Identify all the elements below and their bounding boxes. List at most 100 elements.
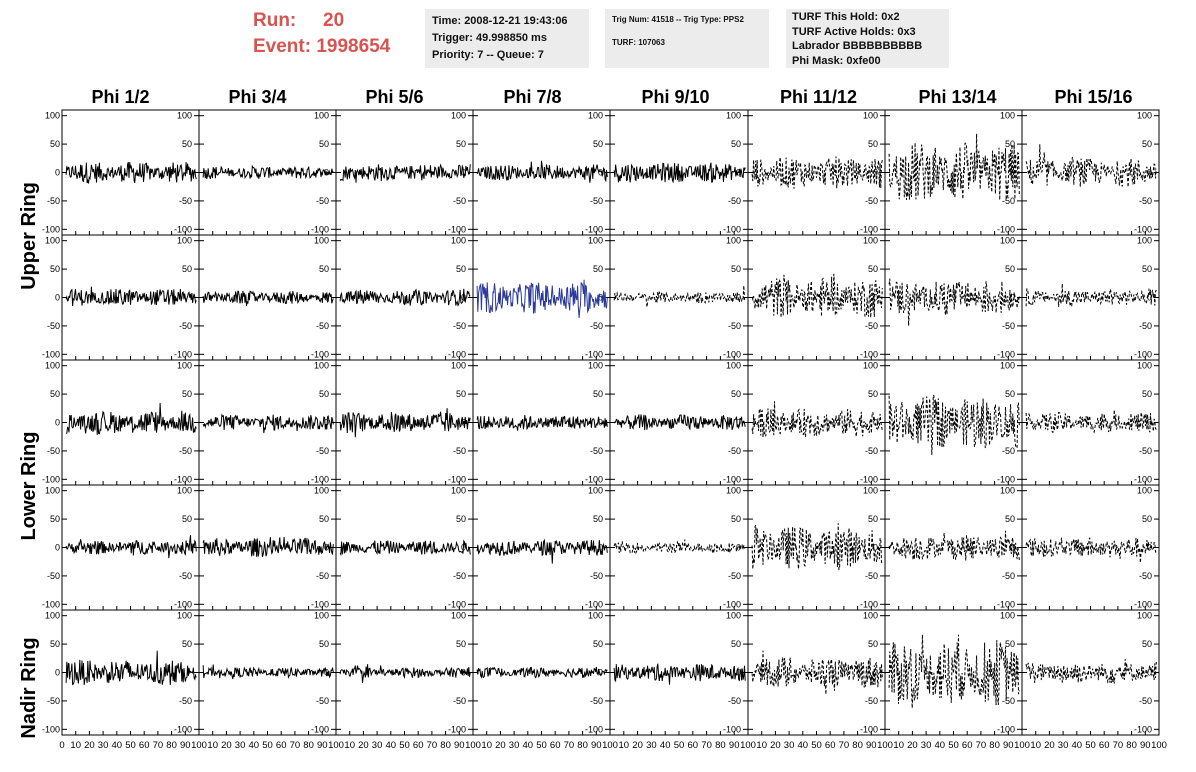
x-tick-label: 10	[70, 740, 81, 751]
x-tick-label: 100	[1151, 740, 1167, 751]
waveform-trace	[613, 539, 746, 555]
y-tick-label: -100	[723, 724, 741, 734]
y-tick-label: -50	[728, 196, 741, 206]
waveform-trace	[613, 285, 746, 308]
y-tick-label: -100	[448, 599, 466, 609]
y-tick-label: 50	[731, 139, 741, 149]
x-tick-label: 100	[1014, 740, 1030, 751]
waveform-trace	[751, 650, 883, 695]
phi-mask-text: Phi Mask: 0xfe00	[792, 54, 881, 67]
event-line: Event: 1998654	[253, 34, 390, 60]
y-tick-label: 0	[1010, 543, 1015, 553]
x-tick-label: 80	[440, 740, 451, 751]
x-tick-label: 60	[962, 740, 973, 751]
x-tick-label: 70	[701, 740, 712, 751]
y-tick-label: 50	[1005, 514, 1015, 524]
x-tick-label: 100	[740, 740, 756, 751]
x-tick-label: 40	[1072, 740, 1083, 751]
x-tick-label: 70	[153, 740, 164, 751]
y-tick-label: -50	[453, 321, 466, 331]
y-tick-label: 50	[319, 139, 329, 149]
column-header-phi-1-2: Phi 1/2	[91, 87, 150, 107]
y-tick-label: -100	[448, 349, 466, 359]
y-tick-label: -50	[1139, 196, 1152, 206]
turf-info-panel: TURF This Hold: 0x2 TURF Active Holds: 0…	[786, 9, 949, 68]
y-tick-label: 50	[1142, 139, 1152, 149]
y-tick-label: 50	[456, 639, 466, 649]
x-tick-label: 90	[454, 740, 465, 751]
y-tick-label: 50	[182, 639, 192, 649]
y-tick-label: 50	[319, 389, 329, 399]
y-tick-label: 50	[182, 389, 192, 399]
y-tick-label: 0	[873, 543, 878, 553]
y-tick-label: -50	[865, 321, 878, 331]
y-tick-label: 100	[1137, 486, 1152, 496]
x-tick-label: 90	[1140, 740, 1151, 751]
trigger-text: Trigger: 49.998850 ms	[432, 32, 547, 44]
x-tick-label: 20	[84, 740, 95, 751]
y-tick-label: -50	[453, 446, 466, 456]
column-header-phi-9-10: Phi 9/10	[641, 87, 710, 107]
time-text: Time: 2008-12-21 19:43:06	[432, 15, 568, 27]
x-tick-label: 90	[591, 740, 602, 751]
waveform-trace	[751, 523, 883, 571]
y-tick-label: 100	[177, 611, 192, 621]
y-tick-label-left: -50	[47, 571, 60, 581]
y-tick-label: -100	[1134, 599, 1152, 609]
x-tick-label: 30	[509, 740, 520, 751]
x-tick-label: 100	[877, 740, 893, 751]
y-tick-label: -100	[174, 724, 192, 734]
y-tick-label: -100	[448, 224, 466, 234]
y-tick-label: 50	[182, 264, 192, 274]
y-tick-label: -100	[311, 224, 329, 234]
labrador-text: Labrador BBBBBBBBBB	[792, 40, 923, 52]
y-tick-label: 50	[593, 639, 603, 649]
x-tick-label: 70	[1113, 740, 1124, 751]
y-tick-label: 50	[456, 139, 466, 149]
y-tick-label: -100	[311, 724, 329, 734]
waveform-trace	[65, 535, 197, 559]
y-tick-label: -100	[860, 724, 878, 734]
x-tick-label: 90	[180, 740, 191, 751]
y-tick-label: 0	[1010, 293, 1015, 303]
x-tick-label: 30	[646, 740, 657, 751]
waveform-trace	[751, 156, 883, 189]
y-tick-label: -100	[311, 349, 329, 359]
run-event-box: Run: 20 Event: 1998654	[253, 8, 390, 60]
y-tick-label: 100	[1000, 486, 1015, 496]
y-tick-label: -100	[448, 724, 466, 734]
panel-frame	[472, 109, 611, 236]
y-tick-label: -50	[179, 571, 192, 581]
y-tick-label: -50	[865, 571, 878, 581]
y-tick-label: -50	[1002, 321, 1015, 331]
event-label: Event:	[253, 36, 312, 57]
y-tick-label: 50	[868, 639, 878, 649]
y-tick-label: -50	[179, 446, 192, 456]
y-tick-label: -50	[179, 321, 192, 331]
y-tick-label: -100	[448, 474, 466, 484]
y-tick-label-left: 100	[45, 236, 60, 246]
x-tick-label: 60	[139, 740, 150, 751]
y-tick-label-left: -50	[47, 696, 60, 706]
y-tick-label-left: -100	[42, 599, 60, 609]
y-tick-label-left: 50	[50, 389, 60, 399]
waveform-trace	[65, 162, 197, 184]
y-tick-label: -50	[1002, 446, 1015, 456]
waveform-trace	[339, 163, 471, 183]
y-tick-label: 0	[1147, 418, 1152, 428]
y-tick-label-left: 0	[55, 418, 60, 428]
y-tick-label: 50	[731, 389, 741, 399]
waveform-trace	[65, 402, 197, 435]
y-tick-label: 50	[731, 514, 741, 524]
x-tick-label: 10	[481, 740, 492, 751]
x-tick-label: 50	[536, 740, 547, 751]
y-tick-label: -100	[860, 474, 878, 484]
x-tick-label: 10	[207, 740, 218, 751]
time-info-panel: Time: 2008-12-21 19:43:06 Trigger: 49.99…	[425, 9, 589, 68]
x-tick-label: 90	[1003, 740, 1014, 751]
x-tick-label: 30	[921, 740, 932, 751]
y-tick-label: 100	[177, 486, 192, 496]
y-tick-label: -100	[997, 474, 1015, 484]
x-tick-label: 40	[249, 740, 260, 751]
